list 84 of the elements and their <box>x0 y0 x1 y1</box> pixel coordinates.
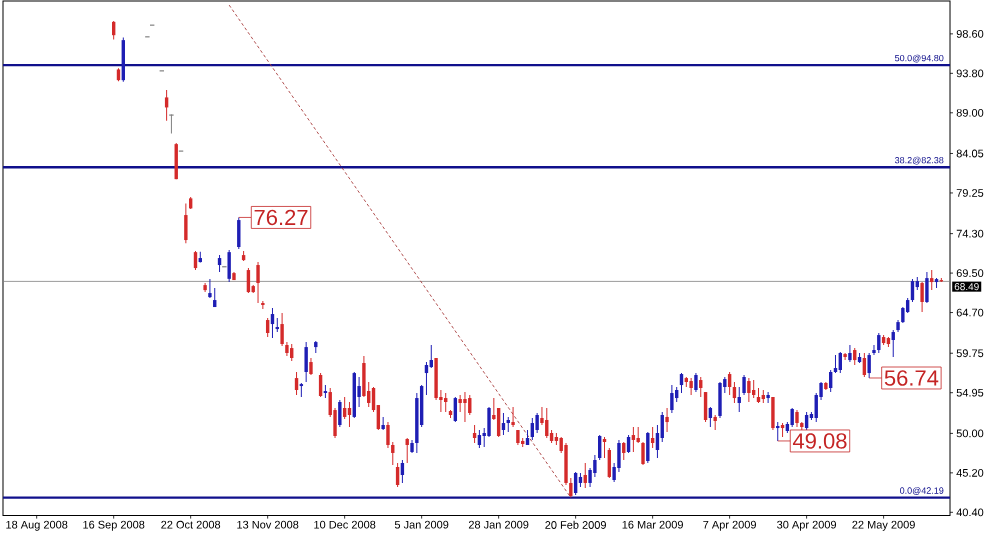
candlestick <box>646 431 650 464</box>
candlestick <box>771 396 775 431</box>
x-tick-label: 16 Mar 2009 <box>622 520 683 529</box>
candlestick <box>246 267 251 294</box>
candlestick <box>910 278 915 303</box>
candlestick <box>872 344 876 356</box>
candlestick <box>920 281 924 313</box>
candlestick <box>607 447 612 479</box>
x-tick-label: 18 Aug 2008 <box>6 520 68 531</box>
candlestick <box>790 407 794 428</box>
candlestick <box>371 386 376 413</box>
candlestick <box>573 471 578 496</box>
x-tick-label: 20 Feb 2009 <box>545 520 606 529</box>
candlestick <box>496 407 501 438</box>
candlestick <box>867 352 871 379</box>
candlestick <box>318 372 323 398</box>
x-tick-label: 10 Dec 2008 <box>314 520 376 529</box>
x-tick-label: 30 Apr 2009 <box>777 520 837 531</box>
annotation: 56.74 <box>884 370 939 386</box>
x-tick-label: 7 Apr 2009 <box>703 520 756 531</box>
y-tick-label: 93.80 <box>956 69 984 78</box>
candlestick <box>280 312 284 347</box>
candlestick <box>689 377 693 396</box>
y-tick-label: 89.00 <box>956 108 984 117</box>
x-tick-label: 28 Jan 2009 <box>468 520 529 529</box>
candlestick <box>227 249 231 283</box>
candlestick <box>597 434 602 461</box>
y-tick-label: 79.25 <box>956 189 984 197</box>
y-tick-label: 50.00 <box>956 429 984 438</box>
x-tick-label: 5 Jan 2009 <box>394 520 449 529</box>
candlestick <box>694 372 698 393</box>
candlestick <box>184 202 188 244</box>
candlestick <box>208 278 212 299</box>
candlestick <box>848 344 852 363</box>
candlestick <box>395 462 400 488</box>
candlestick <box>737 386 741 413</box>
y-tick-label: 40.40 <box>956 508 984 517</box>
y-tick-label: 59.75 <box>956 349 984 358</box>
annotation: 49.08 <box>792 433 847 449</box>
candlestick <box>843 352 847 361</box>
candlestick <box>660 411 664 443</box>
candlestick <box>405 437 409 464</box>
candlestick <box>511 406 515 428</box>
y-tick-label: 98.60 <box>956 29 984 38</box>
candlestick <box>453 396 458 423</box>
candlestick <box>925 271 929 304</box>
y-tick-label: 84.05 <box>956 149 984 158</box>
candlestick <box>742 374 746 396</box>
y-tick-label: 54.95 <box>956 388 984 397</box>
candlestick <box>174 142 178 181</box>
ref-line-label: 68.49 <box>954 283 979 291</box>
y-tick-label: 74.30 <box>956 229 984 238</box>
ref-line-label: 50.0@94.80 <box>895 54 944 63</box>
candlestick <box>930 269 934 291</box>
candlestick <box>747 377 751 403</box>
candlestick <box>703 391 708 423</box>
x-tick-label: 22 Oct 2008 <box>161 520 221 529</box>
candlestick <box>665 407 669 433</box>
y-tick-label: 64.70 <box>956 308 984 317</box>
y-tick-label: 45.20 <box>956 468 984 477</box>
candlestick <box>569 477 573 499</box>
candlestick <box>641 441 645 466</box>
candlestick <box>261 300 265 310</box>
ref-line-label: 0.0@42.19 <box>899 487 944 495</box>
candlestick <box>535 412 539 434</box>
candlestick <box>256 261 260 304</box>
candlestick <box>342 396 347 420</box>
candlestick <box>766 391 770 404</box>
candlestick <box>304 341 308 383</box>
x-tick-label: 13 Nov 2008 <box>237 520 299 529</box>
y-tick-label: 69.50 <box>956 269 984 277</box>
candlestick <box>487 406 491 438</box>
candlestick <box>602 436 607 459</box>
x-tick-label: 16 Sep 2008 <box>83 520 145 531</box>
annotation: 76.27 <box>254 209 308 226</box>
candlestick <box>386 421 390 449</box>
ref-line-label: 38.2@82.38 <box>894 156 944 165</box>
candlestick <box>376 404 381 431</box>
candlestick <box>121 36 125 83</box>
candlestick <box>670 384 674 414</box>
x-tick-label: 22 May 2009 <box>852 520 915 531</box>
candlestick <box>833 354 838 374</box>
candlestick <box>237 216 241 250</box>
candlestick <box>338 399 342 428</box>
